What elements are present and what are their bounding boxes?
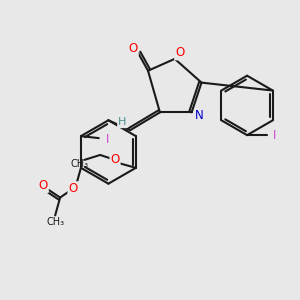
Text: O: O <box>175 46 184 59</box>
Text: CH₃: CH₃ <box>70 159 88 169</box>
Text: O: O <box>110 153 120 167</box>
Text: I: I <box>106 133 110 146</box>
Text: O: O <box>39 179 48 192</box>
Text: CH₃: CH₃ <box>46 217 64 227</box>
Text: O: O <box>68 182 78 195</box>
Text: H: H <box>118 117 126 127</box>
Text: N: N <box>195 109 204 122</box>
Text: I: I <box>273 129 277 142</box>
Text: O: O <box>128 42 138 56</box>
